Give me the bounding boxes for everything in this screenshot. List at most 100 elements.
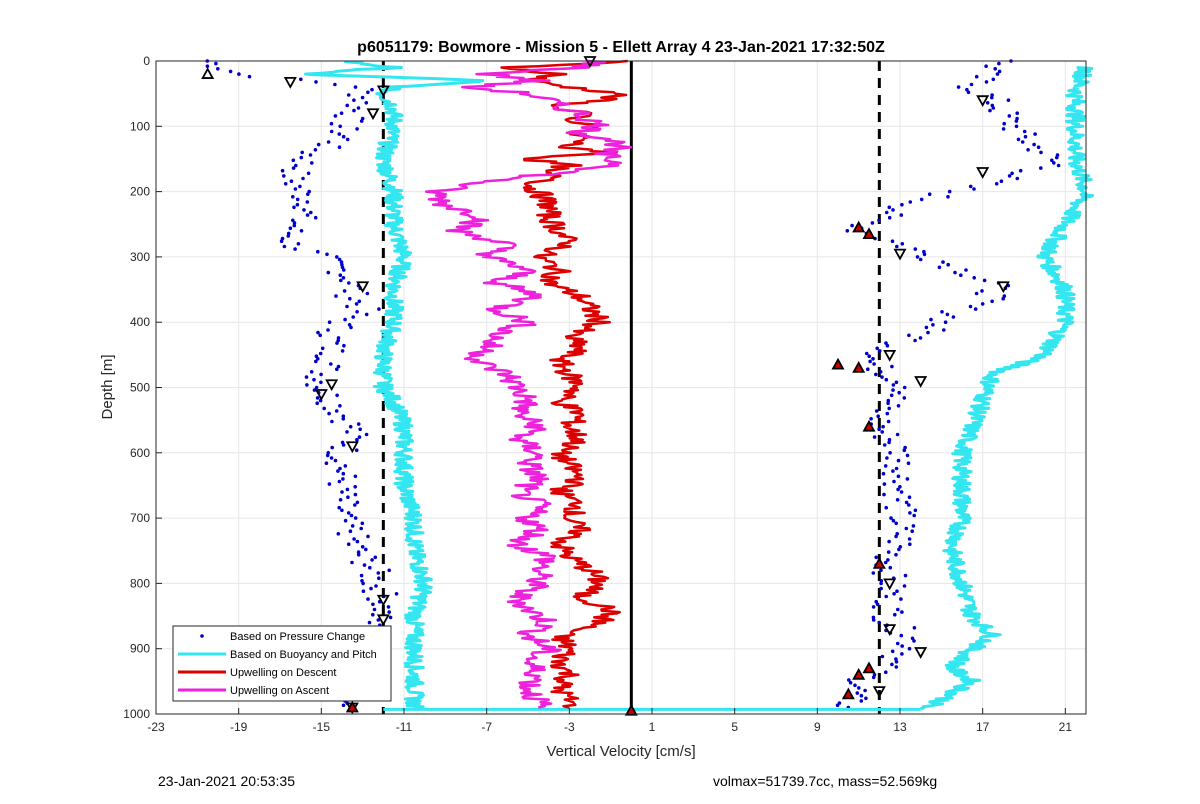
pressure-change-point bbox=[343, 464, 348, 468]
pressure-change-point bbox=[850, 223, 854, 228]
pressure-change-point bbox=[329, 456, 334, 460]
pressure-change-point bbox=[885, 411, 890, 416]
pressure-change-point bbox=[341, 134, 346, 139]
upwelling-ascent-line bbox=[424, 59, 633, 709]
pressure-change-point bbox=[891, 469, 895, 473]
pressure-change-point bbox=[338, 498, 343, 502]
pressure-change-point bbox=[885, 456, 889, 460]
pressure-change-point bbox=[1016, 137, 1021, 142]
legend-entry-pressure: Based on Pressure Change bbox=[200, 631, 365, 643]
pressure-change-point bbox=[296, 242, 301, 246]
y-tick-label: 100 bbox=[130, 119, 150, 133]
pressure-change-point bbox=[890, 239, 895, 243]
pressure-change-point bbox=[882, 443, 887, 447]
pressure-change-point bbox=[286, 234, 291, 238]
pressure-change-point bbox=[1052, 161, 1056, 165]
legend-label-descent: Upwelling on Descent bbox=[230, 667, 336, 679]
pressure-change-point bbox=[980, 289, 984, 293]
pressure-change-point bbox=[315, 396, 320, 400]
y-tick-label: 500 bbox=[130, 381, 150, 395]
pressure-change-point bbox=[335, 393, 339, 398]
pressure-change-point bbox=[352, 108, 356, 113]
pressure-change-point bbox=[338, 466, 342, 471]
pressure-change-point bbox=[1050, 158, 1054, 163]
pressure-change-point bbox=[316, 142, 321, 147]
triangle-down-marker bbox=[872, 686, 886, 698]
pressure-change-point bbox=[894, 665, 899, 669]
pressure-change-point bbox=[887, 539, 891, 544]
pressure-change-point bbox=[333, 114, 338, 118]
pressure-change-point bbox=[352, 537, 356, 541]
pressure-change-point bbox=[1036, 145, 1041, 149]
pressure-change-point bbox=[891, 383, 896, 387]
pressure-change-point bbox=[305, 383, 309, 387]
pressure-change-point bbox=[327, 411, 331, 416]
pressure-change-point bbox=[353, 503, 357, 507]
pressure-change-point bbox=[990, 299, 994, 304]
buoyancy-pitch-line-right bbox=[920, 66, 1095, 711]
pressure-change-point bbox=[374, 584, 378, 588]
pressure-change-point bbox=[926, 330, 930, 335]
pressure-change-point bbox=[1014, 119, 1019, 123]
pressure-change-point bbox=[894, 657, 898, 661]
legend-entry-buoyancy: Based on Buoyancy and Pitch bbox=[178, 649, 377, 661]
pressure-change-point bbox=[902, 396, 907, 400]
pressure-change-point bbox=[345, 487, 350, 492]
pressure-change-point bbox=[353, 516, 358, 520]
pressure-change-point bbox=[337, 505, 342, 510]
triangle-down-marker bbox=[314, 389, 328, 401]
pressure-change-point bbox=[333, 458, 338, 463]
y-tick-label: 200 bbox=[130, 185, 150, 199]
pressure-change-point bbox=[309, 370, 314, 374]
pressure-change-point bbox=[345, 137, 350, 142]
pressure-change-point bbox=[299, 77, 303, 82]
pressure-change-point bbox=[348, 296, 352, 301]
pressure-change-point bbox=[279, 239, 284, 243]
pressure-change-point bbox=[360, 545, 365, 549]
pressure-change-point bbox=[907, 537, 912, 541]
pressure-change-point bbox=[316, 357, 320, 361]
pressure-change-point bbox=[876, 414, 880, 419]
pressure-change-point bbox=[326, 270, 331, 275]
pressure-change-point bbox=[313, 148, 318, 152]
pressure-change-point bbox=[347, 281, 351, 285]
pressure-change-point bbox=[386, 605, 391, 609]
pressure-change-point bbox=[335, 341, 339, 345]
pressure-change-point bbox=[320, 346, 325, 351]
pressure-change-point bbox=[359, 526, 364, 531]
pressure-change-point bbox=[308, 153, 313, 157]
pressure-change-point bbox=[348, 529, 353, 533]
pressure-change-point bbox=[293, 247, 297, 251]
pressure-change-point bbox=[346, 93, 351, 97]
pressure-change-point bbox=[313, 215, 318, 220]
pressure-change-point bbox=[216, 67, 220, 71]
y-tick-label: 400 bbox=[130, 315, 150, 329]
pressure-change-point bbox=[883, 560, 888, 565]
pressure-change-point bbox=[966, 90, 971, 95]
pressure-change-point bbox=[900, 652, 904, 656]
pressure-change-point bbox=[974, 291, 979, 296]
pressure-change-point bbox=[337, 145, 342, 149]
pressure-change-point bbox=[875, 602, 880, 607]
triangle-down-marker bbox=[283, 76, 297, 89]
triangle-down-marker bbox=[376, 594, 390, 607]
pressure-change-point bbox=[881, 471, 886, 476]
triangle-down-marker bbox=[883, 624, 897, 636]
pressure-change-point bbox=[888, 451, 892, 455]
pressure-change-point bbox=[348, 424, 353, 429]
pressure-change-point bbox=[340, 349, 345, 353]
y-tick-label: 1000 bbox=[123, 707, 150, 721]
red-triangle-marker bbox=[852, 220, 866, 233]
legend: Based on Pressure Change Based on Buoyan… bbox=[172, 625, 392, 702]
pressure-change-point bbox=[867, 354, 871, 359]
pressure-change-point bbox=[887, 205, 892, 210]
pressure-change-point bbox=[940, 310, 944, 314]
pressure-change-point bbox=[341, 276, 346, 280]
y-axis-label: Depth [m] bbox=[99, 354, 116, 419]
pressure-change-point bbox=[894, 521, 898, 526]
pressure-change-point bbox=[339, 111, 344, 115]
pressure-change-point bbox=[388, 615, 393, 620]
x-tick-label: 21 bbox=[1059, 720, 1073, 734]
pressure-change-point bbox=[353, 485, 358, 489]
pressure-change-point bbox=[341, 471, 346, 476]
